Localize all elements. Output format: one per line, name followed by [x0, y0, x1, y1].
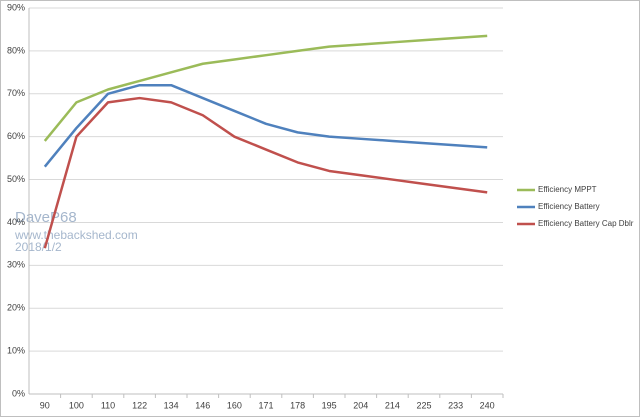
x-tick-label: 214 [385, 400, 400, 410]
series-line [43, 34, 488, 142]
legend-label: Efficiency Battery Cap Dblr [538, 219, 634, 228]
y-tick-label: 70% [7, 88, 25, 98]
x-tick-label: 146 [195, 400, 210, 410]
watermark: www.thebackshed.com [14, 228, 138, 242]
x-tick-label: 204 [353, 400, 368, 410]
x-tick-label: 178 [290, 400, 305, 410]
watermark: 2018/1/2 [15, 240, 62, 254]
legend-label: Efficiency Battery [538, 202, 600, 211]
series-line [43, 83, 488, 168]
x-tick-label: 100 [69, 400, 84, 410]
watermark: DaveP68 [15, 209, 77, 226]
y-tick-label: 10% [7, 345, 25, 355]
x-tick-label: 233 [448, 400, 463, 410]
x-tick-label: 225 [416, 400, 431, 410]
series-line [43, 96, 488, 249]
y-tick-label: 0% [12, 388, 25, 398]
x-tick-label: 90 [40, 400, 50, 410]
x-tick-label: 134 [164, 400, 179, 410]
x-tick-label: 195 [322, 400, 337, 410]
y-tick-label: 90% [7, 2, 25, 12]
x-tick-label: 122 [132, 400, 147, 410]
x-tick-label: 160 [227, 400, 242, 410]
x-tick-label: 110 [101, 400, 115, 410]
y-tick-label: 20% [7, 303, 25, 313]
x-tick-label: 240 [480, 400, 495, 410]
y-tick-label: 50% [7, 174, 25, 184]
y-tick-label: 80% [7, 45, 25, 55]
y-tick-label: 40% [7, 217, 25, 227]
y-tick-label: 60% [7, 131, 25, 141]
y-tick-label: 30% [7, 260, 25, 270]
legend-label: Efficiency MPPT [538, 185, 597, 194]
x-tick-label: 171 [258, 400, 273, 410]
